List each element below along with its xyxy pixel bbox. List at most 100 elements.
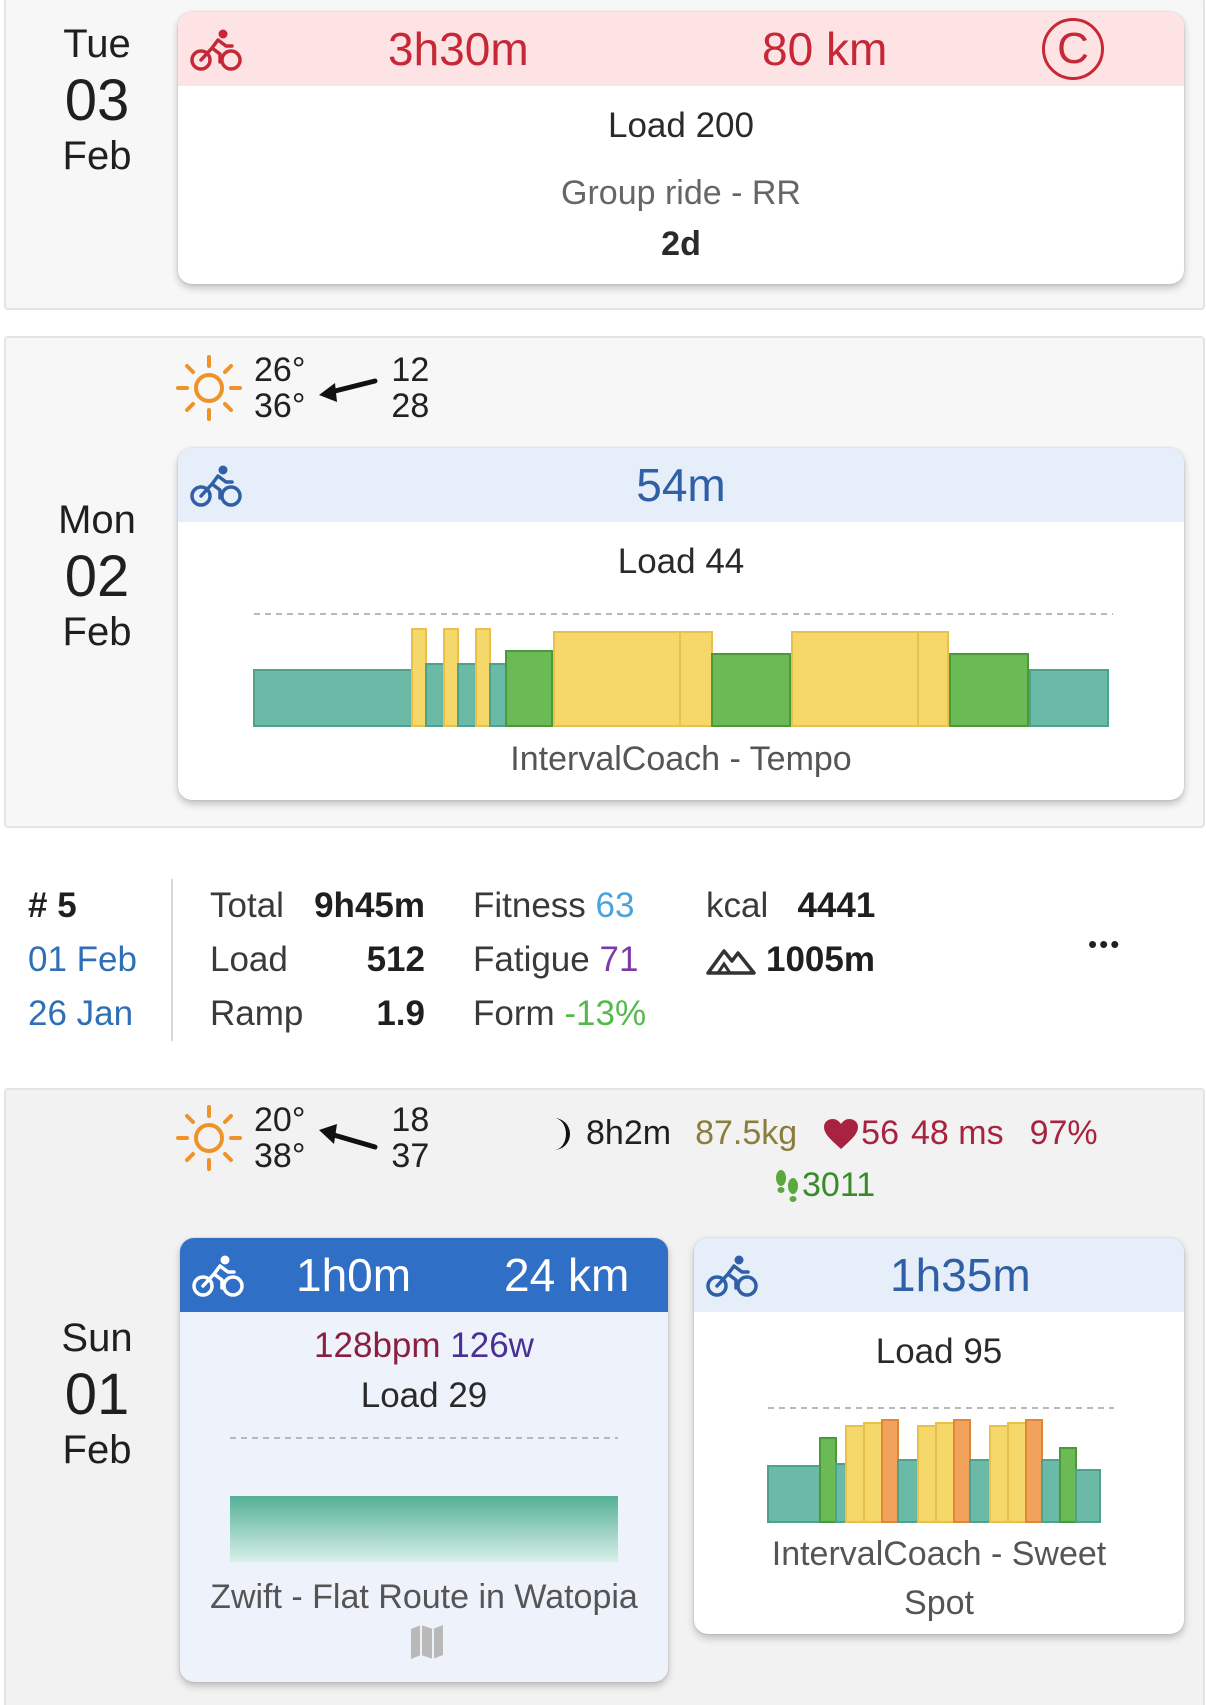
card-header: 3h30m 80 km C	[178, 12, 1184, 86]
interval-bar	[917, 1425, 937, 1523]
day-date: Tue 03 Feb	[6, 24, 188, 176]
interval-bar	[791, 631, 919, 727]
weight: 87.5kg	[695, 1114, 798, 1152]
interval-bar	[457, 663, 477, 727]
card-header: 1h0m 24 km	[180, 1238, 668, 1312]
interval-bar	[1059, 1447, 1077, 1523]
interval-bar	[711, 653, 791, 727]
load: Load 29	[360, 1376, 488, 1415]
more-options-button[interactable]: •••	[1088, 929, 1121, 960]
footsteps-icon	[776, 1169, 798, 1202]
month: Feb	[62, 610, 132, 654]
form-label: Form	[473, 994, 555, 1033]
interval-bar	[425, 663, 445, 727]
category-letter: C	[1057, 24, 1089, 73]
interval-bar	[917, 631, 949, 727]
duration: 54m	[636, 459, 726, 511]
day-number: 03	[64, 68, 130, 133]
temperature-range: 26° 36°	[254, 352, 305, 424]
interval-bar	[443, 628, 459, 727]
interval-bar	[767, 1465, 821, 1523]
interval-bar	[845, 1425, 865, 1523]
card-header: 1h35m	[694, 1238, 1184, 1312]
interval-bar	[475, 628, 491, 727]
distance: 80 km	[762, 23, 888, 75]
fitness-value: 63	[595, 886, 635, 925]
day-of-week: Tue	[63, 22, 131, 66]
fitness-column: Fitness 63 Fatigue 71 Form -13%	[473, 879, 646, 1041]
temp-low: 26°	[254, 351, 306, 389]
wind-speed: 12 28	[391, 352, 429, 424]
load: Load 200	[608, 106, 754, 145]
interval-bar	[935, 1422, 955, 1523]
weather: 20° 38° 18 37	[174, 1102, 429, 1174]
wind-high: 28	[391, 387, 430, 425]
heart-icon	[824, 1118, 859, 1149]
interval-bar	[819, 1437, 837, 1523]
workout-name: Group ride - RR	[561, 174, 801, 212]
day-row-sun-01: 20° 38° 18 37 8h2m 87.5kg 56 48 ms 97%	[4, 1088, 1205, 1705]
day-row-mon-02: 26° 36° 12 28 Mon 02 Feb 54m Load 44	[4, 336, 1205, 828]
bike-icon	[706, 1255, 758, 1297]
ramp-rate: 1.9	[376, 994, 425, 1033]
sleep-duration: 8h2m	[586, 1114, 672, 1152]
moon-icon	[554, 1117, 570, 1150]
wind-low: 18	[391, 1101, 430, 1139]
week-info: # 5 01 Feb 26 Jan	[28, 879, 137, 1041]
week-summary: # 5 01 Feb 26 Jan Total 9h45m Load 512 Ram…	[0, 843, 1206, 1088]
fatigue-value: 71	[599, 940, 639, 979]
energy-column: kcal 4441 1005m	[706, 879, 875, 987]
interval-bar	[411, 628, 427, 727]
card-header: 54m	[178, 448, 1184, 522]
load: Load 95	[875, 1332, 1003, 1371]
interval-bar	[553, 631, 681, 727]
hrv: 48 ms	[910, 1114, 1004, 1152]
completed-activity-card[interactable]: 1h0m 24 km 128bpm 126w Load 29 Zwift - F…	[180, 1238, 668, 1682]
temp-high: 38°	[254, 1137, 306, 1175]
workout-name: IntervalCoach - Tempo	[510, 740, 852, 778]
wind-speed: 18 37	[391, 1102, 429, 1174]
resting-hr: 56	[861, 1114, 899, 1152]
load: Load 44	[617, 542, 745, 581]
interval-bar	[953, 1419, 971, 1523]
planned-workout-card[interactable]: 54m Load 44 IntervalC	[178, 448, 1184, 800]
elevation-gain: 1005m	[766, 940, 875, 979]
hr-power: 128bpm 126w	[180, 1326, 668, 1366]
interval-bar	[1029, 669, 1109, 727]
week-load: 512	[366, 940, 425, 979]
wellness-row[interactable]: 8h2m 87.5kg 56 48 ms 97%	[546, 1114, 1098, 1153]
duration: 3h30m	[388, 23, 529, 75]
total-label: Total	[210, 886, 284, 925]
kcal-value: 4441	[797, 886, 876, 925]
mountain-icon	[706, 949, 756, 975]
interval-bar	[679, 631, 713, 727]
wind-high: 37	[391, 1137, 430, 1175]
interval-bar	[1041, 1459, 1061, 1523]
ramp-label: Ramp	[210, 994, 304, 1033]
avg-hr: 128bpm	[314, 1326, 441, 1365]
workout-name: IntervalCoach - Sweet Spot	[771, 1535, 1107, 1622]
interval-bar	[835, 1463, 847, 1523]
day-number: 02	[64, 544, 130, 609]
week-date-link[interactable]: 01 Feb	[28, 940, 137, 979]
weather: 26° 36° 12 28	[174, 352, 429, 424]
activity-title: Zwift - Flat Route in Watopia	[210, 1578, 638, 1616]
category-c-badge: C	[1042, 18, 1104, 80]
planned-workout-card[interactable]: 3h30m 80 km C Load 200 Group ride - RR 2…	[178, 12, 1184, 284]
interval-bar	[1007, 1422, 1027, 1523]
day-of-week: Sun	[61, 1316, 133, 1360]
day-row-tue-03: Tue 03 Feb 3h30m 80 km C Load 200 Group …	[4, 0, 1205, 310]
sun-icon	[176, 355, 242, 421]
temperature-range: 20° 38°	[254, 1102, 305, 1174]
bike-icon	[190, 465, 242, 507]
readiness: 97%	[1029, 1114, 1098, 1152]
interval-bar	[1025, 1419, 1043, 1523]
week-number: # 5	[28, 886, 77, 925]
activity-power-chart	[230, 1437, 618, 1562]
day-date: Sun 01 Feb	[6, 1318, 188, 1470]
kcal-label: kcal	[706, 886, 769, 925]
month: Feb	[62, 134, 132, 178]
week-date-link[interactable]: 26 Jan	[28, 994, 134, 1033]
planned-workout-card[interactable]: 1h35m Load 95	[694, 1238, 1184, 1634]
form-value: -13%	[564, 994, 647, 1033]
